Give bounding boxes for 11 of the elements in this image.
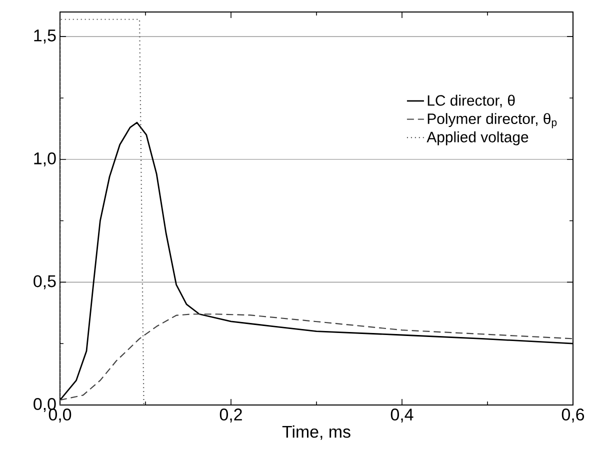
x-tick-label: 0,2 xyxy=(220,408,242,423)
y-tick-label: 0,5 xyxy=(34,275,56,290)
x-tick-label: 0,6 xyxy=(562,408,584,423)
x-tick-label: 0,4 xyxy=(390,408,414,423)
legend-label: Applied voltage xyxy=(426,131,528,146)
y-tick-label: 1,0 xyxy=(34,152,56,166)
y-tick-label: 1,5 xyxy=(34,30,56,44)
legend-label: Polymer director, θ$_{p}$ xyxy=(428,113,557,128)
legend-label: LC director, θ xyxy=(428,94,515,108)
x-axis-title: Time, ms xyxy=(282,425,350,440)
line-series xyxy=(60,314,573,401)
